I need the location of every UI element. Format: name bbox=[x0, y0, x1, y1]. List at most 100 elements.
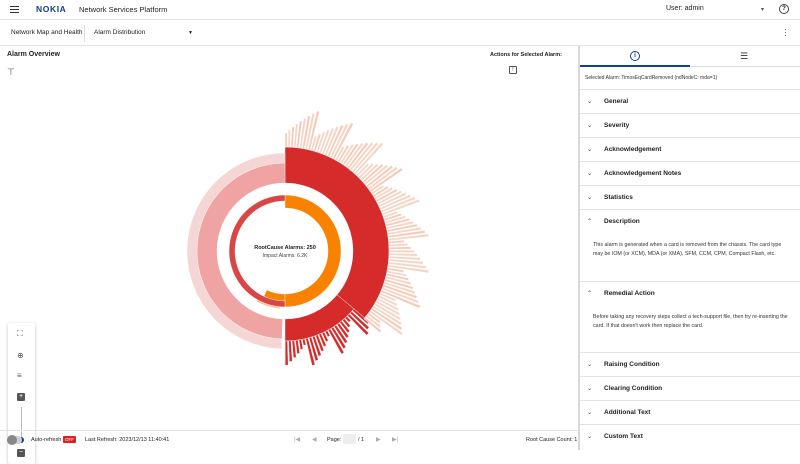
sunburst-fringe-segment[interactable] bbox=[308, 336, 319, 362]
sunburst-fringe-segment[interactable] bbox=[388, 243, 408, 247]
section-additional-text[interactable]: ⌄ Additional Text bbox=[580, 400, 800, 424]
sunburst-fringe-segment[interactable] bbox=[315, 334, 325, 352]
sunburst-fringe-segment[interactable] bbox=[381, 286, 420, 304]
sunburst-fringe-segment[interactable] bbox=[353, 142, 384, 175]
last-page-icon[interactable]: ▶| bbox=[392, 437, 399, 443]
sunburst-fringe-segment[interactable] bbox=[388, 252, 418, 257]
sunburst-fringe-segment[interactable] bbox=[329, 123, 349, 159]
layers-icon[interactable]: ≡ bbox=[17, 371, 22, 380]
sunburst-fringe-segment[interactable] bbox=[375, 300, 401, 316]
sunburst-fringe-segment[interactable] bbox=[370, 184, 385, 195]
sunburst-fringe-segment[interactable] bbox=[324, 126, 340, 156]
sunburst-fringe-segment[interactable] bbox=[337, 144, 350, 163]
sunburst-fringe-segment[interactable] bbox=[302, 338, 307, 346]
sunburst-fringe-segment[interactable] bbox=[365, 314, 382, 329]
section-description[interactable]: ⌃ Description bbox=[580, 209, 800, 233]
more-options-icon[interactable]: · · · bbox=[784, 25, 787, 40]
section-ack-notes[interactable]: ⌄ Acknowledgement Notes bbox=[580, 161, 800, 185]
sunburst-fringe-segment[interactable] bbox=[386, 223, 418, 233]
section-general[interactable]: ⌄ General bbox=[580, 89, 800, 113]
zoom-slider-track[interactable] bbox=[21, 407, 22, 439]
tab-info[interactable]: i bbox=[580, 46, 690, 67]
sunburst-fringe-segment[interactable] bbox=[372, 305, 403, 326]
sunburst-fringe-segment[interactable] bbox=[376, 190, 403, 205]
sunburst-fringe-segment[interactable] bbox=[384, 215, 407, 224]
section-raising-condition[interactable]: ⌄ Raising Condition bbox=[580, 352, 800, 376]
chevron-down-icon[interactable]: ▾ bbox=[761, 7, 765, 13]
breadcrumb-network-map[interactable]: Network Map and Health bbox=[11, 29, 83, 36]
sunburst-fringe-segment[interactable] bbox=[388, 249, 415, 253]
section-remedial-action[interactable]: ⌃ Remedial Action bbox=[580, 281, 800, 305]
sunburst-fringe-segment[interactable] bbox=[295, 339, 300, 354]
sunburst-fringe-segment[interactable] bbox=[307, 110, 320, 151]
sunburst-fringe-segment[interactable] bbox=[369, 167, 403, 193]
auto-refresh-toggle[interactable] bbox=[7, 435, 22, 445]
sunburst-fringe-segment[interactable] bbox=[388, 255, 421, 261]
zoom-in-button[interactable]: + bbox=[17, 393, 25, 401]
alarm-sunburst-chart[interactable]: RootCause Alarms: 250 Impact Alarms: 6.2… bbox=[170, 96, 450, 446]
sunburst-fringe-segment[interactable] bbox=[355, 162, 370, 177]
page-number-input[interactable] bbox=[343, 434, 356, 444]
sunburst-fringe-segment[interactable] bbox=[382, 284, 418, 299]
previous-page-icon[interactable]: ◀ bbox=[312, 437, 317, 443]
sunburst-fringe-segment[interactable] bbox=[284, 340, 289, 366]
sunburst-fringe-segment[interactable] bbox=[372, 185, 389, 198]
sunburst-fringe-segment[interactable] bbox=[380, 289, 421, 309]
section-acknowledgement[interactable]: ⌄ Acknowledgement bbox=[580, 137, 800, 161]
sunburst-fringe-segment[interactable] bbox=[368, 310, 404, 336]
sunburst-fringe-segment[interactable] bbox=[349, 311, 370, 330]
sunburst-fringe-segment[interactable] bbox=[347, 142, 369, 170]
user-menu[interactable]: User: admin bbox=[666, 5, 704, 12]
section-custom-text[interactable]: ⌄ Custom Text bbox=[580, 424, 800, 448]
sunburst-fringe-segment[interactable] bbox=[344, 316, 352, 323]
sunburst-fringe-segment[interactable] bbox=[342, 143, 359, 166]
sunburst-fringe-segment[interactable] bbox=[327, 328, 345, 355]
filter-icon[interactable]: ⊤ bbox=[7, 67, 15, 77]
sunburst-fringe-segment[interactable] bbox=[370, 307, 403, 331]
sunburst-fringe-segment[interactable] bbox=[375, 188, 398, 203]
sunburst-fringe-segment[interactable] bbox=[379, 292, 397, 302]
sunburst-fringe-segment[interactable] bbox=[351, 141, 379, 173]
sunburst-fringe-segment[interactable] bbox=[365, 165, 394, 188]
sunburst-outer-ring-segment[interactable] bbox=[196, 162, 286, 340]
sunburst-fringe-segment[interactable] bbox=[383, 213, 402, 222]
sunburst-fringe-segment[interactable] bbox=[363, 164, 389, 186]
sunburst-fringe-segment[interactable] bbox=[284, 132, 288, 148]
sunburst-fringe-segment[interactable] bbox=[376, 297, 400, 311]
sunburst-fringe-segment[interactable] bbox=[382, 210, 398, 219]
sunburst-fringe-segment[interactable] bbox=[342, 318, 351, 328]
zoom-out-button[interactable]: − bbox=[17, 449, 25, 457]
sunburst-fringe-segment[interactable] bbox=[321, 127, 335, 155]
sunburst-fringe-segment[interactable] bbox=[339, 320, 351, 333]
sunburst-fringe-segment[interactable] bbox=[378, 191, 407, 208]
sunburst-fringe-segment[interactable] bbox=[387, 261, 427, 269]
help-icon[interactable]: ? bbox=[779, 4, 789, 14]
sunburst-fringe-segment[interactable] bbox=[299, 118, 307, 149]
section-severity[interactable]: ⌄ Severity bbox=[580, 113, 800, 137]
sunburst-fringe-segment[interactable] bbox=[330, 326, 347, 349]
sunburst-fringe-segment[interactable] bbox=[360, 163, 379, 182]
next-page-icon[interactable]: ▶ bbox=[376, 437, 381, 443]
sunburst-fringe-segment[interactable] bbox=[336, 322, 350, 339]
sunburst-fringe-segment[interactable] bbox=[388, 258, 424, 265]
sunburst-fringe-segment[interactable] bbox=[349, 141, 374, 172]
sunburst-fringe-segment[interactable] bbox=[318, 333, 327, 347]
sunburst-fringe-segment[interactable] bbox=[381, 198, 421, 216]
sunburst-fringe-segment[interactable] bbox=[296, 120, 303, 149]
section-clearing-condition[interactable]: ⌄ Clearing Condition bbox=[580, 376, 800, 400]
sunburst-fringe-segment[interactable] bbox=[324, 330, 331, 338]
sunburst-fringe-segment[interactable] bbox=[290, 126, 295, 148]
sunburst-fringe-segment[interactable] bbox=[327, 124, 344, 158]
alarm-action-icon[interactable]: ! bbox=[509, 66, 517, 74]
sunburst-fringe-segment[interactable] bbox=[321, 331, 329, 343]
sunburst-fringe-segment[interactable] bbox=[387, 226, 422, 236]
sunburst-fringe-segment[interactable] bbox=[388, 246, 412, 250]
sunburst-fringe-segment[interactable] bbox=[379, 194, 412, 211]
sunburst-fringe-segment[interactable] bbox=[363, 317, 382, 333]
sunburst-fringe-segment[interactable] bbox=[313, 133, 322, 152]
fullscreen-icon[interactable]: ⛶ bbox=[17, 329, 23, 338]
sunburst-fringe-segment[interactable] bbox=[380, 196, 416, 213]
sunburst-fringe-segment[interactable] bbox=[373, 302, 402, 321]
panel-divider[interactable] bbox=[578, 46, 580, 450]
sunburst-fringe-segment[interactable] bbox=[291, 340, 297, 358]
